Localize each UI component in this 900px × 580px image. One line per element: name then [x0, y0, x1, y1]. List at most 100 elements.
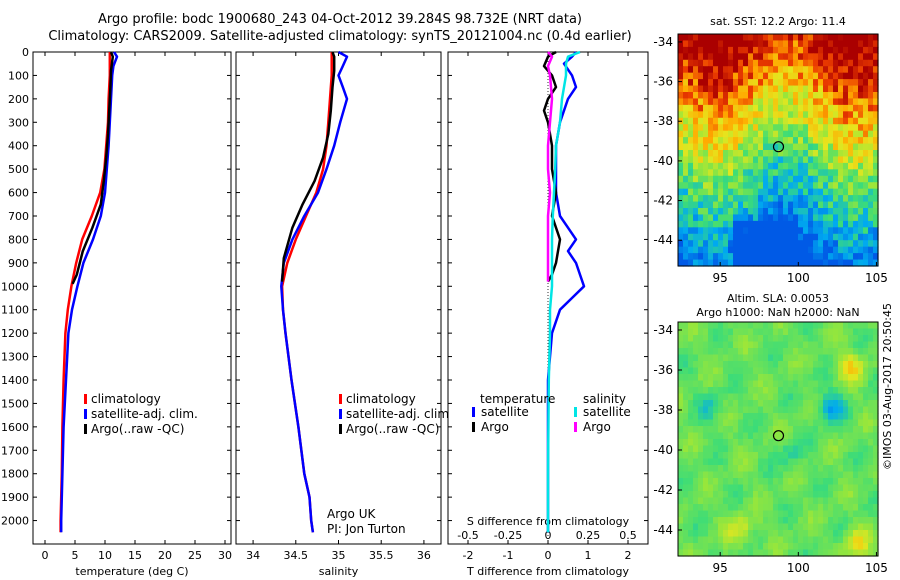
diff-series-salinity-satellite	[546, 50, 581, 533]
x-tick-label: 34	[246, 549, 260, 562]
y-tick-label: 400	[8, 140, 29, 153]
x-axis-label: T difference from climatology	[466, 565, 629, 578]
y-tick-label: 600	[8, 187, 29, 200]
map-frame	[677, 33, 879, 267]
panel-frame-0	[32, 51, 232, 545]
sla-map-title-line1: Altim. SLA: 0.0053	[726, 292, 830, 305]
x-tick-label: 1	[585, 549, 592, 562]
y-tick-label: 1300	[1, 351, 29, 364]
y-tick-label: 1700	[1, 444, 29, 457]
x-axis-label: temperature (deg C)	[75, 565, 188, 578]
map-y-tick-label: -34	[653, 323, 673, 337]
legend-title-salinity: salinity	[583, 392, 626, 406]
series-line-satellite-adj-clim-	[59, 51, 119, 533]
map-4	[678, 322, 879, 557]
map-y-tick-label: -38	[653, 403, 673, 417]
map-x-tick-label: 105	[865, 271, 888, 285]
x-tick-label: 10	[98, 549, 112, 562]
map-y-tick-label: -44	[653, 233, 673, 247]
y-tick-label: 700	[8, 210, 29, 223]
x-axis-label: salinity	[319, 565, 359, 578]
map-y-tick-label: -40	[653, 443, 673, 457]
x-tick-label: 34.5	[284, 549, 309, 562]
legend-swatch	[574, 422, 577, 432]
y-tick-label: 900	[8, 257, 29, 270]
map-y-tick-label: -38	[653, 114, 673, 128]
argo-uk-annotation: Argo UK	[327, 507, 376, 521]
y-tick-label: 1900	[1, 491, 29, 504]
map-y-tick-label: -34	[653, 35, 673, 49]
legend-swatch	[84, 424, 87, 434]
x-tick-label: 2	[625, 549, 632, 562]
legend-label: satellite-adj. clim.	[346, 407, 453, 421]
legend-swatch	[472, 422, 475, 432]
legend-label: Argo	[481, 420, 509, 434]
panel-frame-1	[235, 51, 442, 545]
legend-label: Argo	[583, 420, 611, 434]
y-tick-label: 1500	[1, 397, 29, 410]
x-tick-label: -2	[463, 549, 474, 562]
legend-label: Argo(..raw -QC)	[91, 422, 184, 436]
series-line-satellite-adj-clim-	[280, 50, 349, 533]
figure-title-line1: Argo profile: bodc 1900680_243 04-Oct-20…	[98, 12, 582, 27]
legend-swatch	[339, 409, 342, 419]
legend-label: climatology	[346, 392, 416, 406]
map-x-tick-label: 100	[787, 271, 810, 285]
legend-swatch	[84, 409, 87, 419]
map-y-tick-label: -40	[653, 154, 673, 168]
legend-label: satellite	[481, 405, 529, 419]
argo-location-marker	[772, 141, 785, 153]
legend-label: satellite	[583, 405, 631, 419]
legend-label: satellite-adj. clim.	[91, 407, 198, 421]
y-tick-label: 300	[8, 116, 29, 129]
map-x-tick-label: 95	[713, 561, 728, 575]
map-frame	[677, 321, 879, 557]
series-line-argo-raw-qc-	[280, 51, 336, 282]
legend-swatch	[472, 407, 475, 417]
legend-title-temperature: temperature	[480, 392, 555, 406]
map-y-tick-label: -44	[653, 523, 673, 537]
y-tick-label: 800	[8, 233, 29, 246]
pi-annotation: PI: Jon Turton	[327, 522, 406, 536]
map-x-tick-label: 95	[713, 271, 728, 285]
x-tick-label: -1	[503, 549, 514, 562]
x2-tick-label: 0	[545, 529, 552, 542]
legend-label: Argo(..raw -QC)	[346, 422, 439, 436]
legend-swatch	[574, 407, 577, 417]
map-y-tick-label: -42	[653, 483, 673, 497]
x-tick-label: 15	[128, 549, 142, 562]
sla-map-title-line2: Argo h1000: NaN h2000: NaN	[696, 306, 860, 319]
x2-tick-label: -0.5	[457, 529, 478, 542]
legend-swatch	[339, 394, 342, 404]
y-tick-label: 1800	[1, 468, 29, 481]
series-line-argo-raw-qc-	[71, 51, 115, 285]
y-tick-label: 2000	[1, 515, 29, 528]
legend-swatch	[84, 394, 87, 404]
x-tick-label: 25	[188, 549, 202, 562]
x-tick-label: 20	[158, 549, 172, 562]
y-tick-label: 500	[8, 163, 29, 176]
map-3	[678, 34, 879, 267]
x-tick-label: 36	[417, 549, 431, 562]
map-y-tick-label: -42	[653, 194, 673, 208]
y-tick-label: 1200	[1, 327, 29, 340]
legend-label: climatology	[91, 392, 161, 406]
diff-series-salinity-argo	[546, 51, 554, 282]
argo-location-marker	[772, 430, 785, 442]
y-tick-label: 1100	[1, 304, 29, 317]
y-tick-label: 100	[8, 69, 29, 82]
x-tick-label: 0	[42, 549, 49, 562]
x2-tick-label: 0.5	[619, 529, 637, 542]
y-tick-label: 200	[8, 93, 29, 106]
map-x-tick-label: 100	[787, 561, 810, 575]
figure-title-line2: Climatology: CARS2009. Satellite-adjuste…	[48, 29, 632, 44]
y-tick-label: 1000	[1, 280, 29, 293]
x2-tick-label: -0.25	[494, 529, 522, 542]
x-tick-label: 35	[332, 549, 346, 562]
x2-tick-label: 0.25	[576, 529, 601, 542]
legend-swatch	[339, 424, 342, 434]
x-tick-label: 30	[218, 549, 232, 562]
y-tick-label: 1600	[1, 421, 29, 434]
sst-map-title: sat. SST: 12.2 Argo: 11.4	[710, 15, 846, 28]
map-x-tick-label: 105	[865, 561, 888, 575]
